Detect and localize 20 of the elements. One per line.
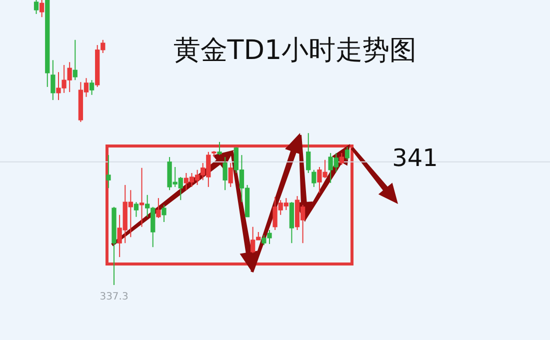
candlestick [89,80,94,96]
candlestick [306,132,311,174]
candlestick [228,162,233,188]
candlestick [50,60,56,101]
candlestick [339,152,344,166]
candlestick [40,0,44,18]
text: 341 [392,144,438,172]
candlestick [162,204,166,223]
candlestick [34,0,39,14]
candlestick [312,169,316,188]
text: 黄金TD1小时走势图 [172,34,418,68]
candlestick [156,198,161,219]
annotation: 337.3 [100,292,128,303]
candlestick [344,146,350,160]
candlestick [217,141,222,156]
candlestick [139,167,144,228]
candlestick [72,39,78,81]
candlestick [106,154,111,189]
candlestick [222,156,228,191]
candlestick [134,202,139,218]
